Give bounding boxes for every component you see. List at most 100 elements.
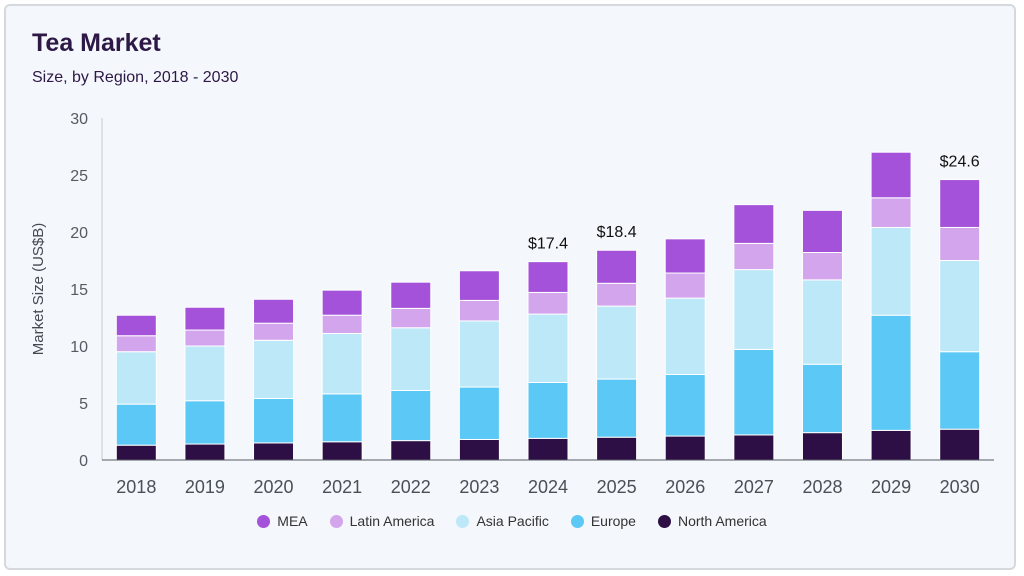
y-tick-label: 20	[70, 225, 88, 242]
bar-segment	[527, 437, 569, 461]
x-tick-label: 2028	[802, 477, 842, 497]
bar-segment	[253, 339, 295, 399]
x-tick-label: 2030	[940, 477, 980, 497]
bar-segment	[733, 269, 775, 350]
bar-segment	[870, 314, 912, 431]
legend-label: Europe	[590, 513, 636, 529]
bar-segment	[527, 291, 569, 315]
bar-segment	[664, 297, 706, 375]
data-label: $17.4	[528, 236, 568, 253]
bar-segment	[115, 351, 157, 405]
bar-segment	[458, 438, 500, 461]
bar-segment	[321, 314, 363, 334]
bar-segment	[801, 252, 843, 281]
bar-segment	[870, 151, 912, 199]
bar-segment	[458, 386, 500, 440]
x-tick-label: 2025	[597, 477, 637, 497]
bar-segment	[184, 329, 226, 347]
bar-segment	[801, 209, 843, 254]
bar-segment	[321, 393, 363, 443]
y-tick-label: 5	[79, 396, 88, 413]
y-tick-label: 0	[79, 453, 88, 470]
legend-label: Asia Pacific	[476, 513, 549, 529]
bar-segment	[664, 238, 706, 274]
bar-segment	[184, 443, 226, 461]
legend-item: Europe	[570, 513, 636, 529]
legend-item: Asia Pacific	[456, 513, 549, 529]
bar-segment	[390, 281, 432, 309]
bar-segment	[390, 389, 432, 442]
bar-segment	[939, 179, 981, 228]
bar-segment	[733, 204, 775, 244]
y-tick-label: 10	[70, 339, 88, 356]
bar-segment	[664, 272, 706, 299]
bar-segment	[115, 335, 157, 353]
bar-segment	[801, 363, 843, 434]
bar-segment	[527, 313, 569, 383]
legend-swatch	[329, 514, 343, 528]
bar-segment	[870, 429, 912, 461]
bar-segment	[458, 270, 500, 301]
bar-segment	[321, 289, 363, 316]
chart-legend: MEA Latin America Asia Pacific Europe North …	[0, 513, 1024, 529]
chart-subtitle: Size, by Region, 2018 - 2030	[32, 69, 239, 86]
bar-segment	[527, 261, 569, 293]
data-label: $18.4	[597, 224, 637, 241]
legend-item: North America	[657, 513, 767, 529]
bar-segment	[253, 442, 295, 461]
bar-segment	[321, 332, 363, 395]
bar-segment	[801, 279, 843, 365]
bar-segment	[390, 307, 432, 329]
bar-segment	[733, 434, 775, 461]
bar-segment	[184, 306, 226, 331]
bar-segment	[939, 351, 981, 430]
bar-segment	[458, 299, 500, 322]
bar-segment	[115, 314, 157, 337]
bar-segment	[733, 242, 775, 271]
x-tick-label: 2022	[391, 477, 431, 497]
bar-segment	[939, 428, 981, 461]
bar-segment	[390, 327, 432, 391]
bar-segment	[733, 348, 775, 436]
bar-segment	[115, 444, 157, 461]
x-tick-label: 2026	[665, 477, 705, 497]
chart-card: Tea Market Size, by Region, 2018 - 2030	[4, 4, 1016, 570]
bar-segment	[527, 381, 569, 439]
x-tick-label: 2018	[116, 477, 156, 497]
y-tick-label: 30	[70, 111, 88, 128]
legend-item: Latin America	[329, 513, 435, 529]
bar-segment	[253, 322, 295, 341]
bar-segment	[870, 226, 912, 316]
bar-segment	[870, 197, 912, 228]
bar-segment	[801, 432, 843, 461]
legend-swatch	[570, 514, 584, 528]
bar-segment	[596, 282, 638, 307]
legend-swatch	[257, 514, 271, 528]
x-tick-label: 2023	[459, 477, 499, 497]
legend-label: MEA	[277, 513, 308, 529]
bar-segment	[664, 374, 706, 437]
legend-label: North America	[677, 513, 767, 529]
bar-segment	[458, 320, 500, 388]
x-tick-label: 2019	[185, 477, 225, 497]
bar-segment	[664, 435, 706, 461]
legend-swatch	[456, 514, 470, 528]
bar-segment	[253, 397, 295, 444]
legend-swatch	[657, 514, 671, 528]
bar-segment	[253, 298, 295, 324]
bar-segment	[596, 249, 638, 284]
y-tick-label: 25	[70, 168, 88, 185]
legend-label: Latin America	[349, 513, 435, 529]
legend-item: MEA	[257, 513, 308, 529]
bar-segment	[115, 403, 157, 446]
chart-title: Tea Market	[32, 29, 161, 57]
x-tick-label: 2027	[734, 477, 774, 497]
bar-segment	[939, 260, 981, 353]
bar-segment	[596, 305, 638, 380]
x-tick-label: 2024	[528, 477, 568, 497]
bar-segment	[390, 440, 432, 461]
bar-segment	[321, 441, 363, 461]
y-tick-label: 15	[70, 282, 88, 299]
x-tick-label: 2021	[322, 477, 362, 497]
y-axis-title: Market Size (US$B)	[30, 223, 47, 356]
